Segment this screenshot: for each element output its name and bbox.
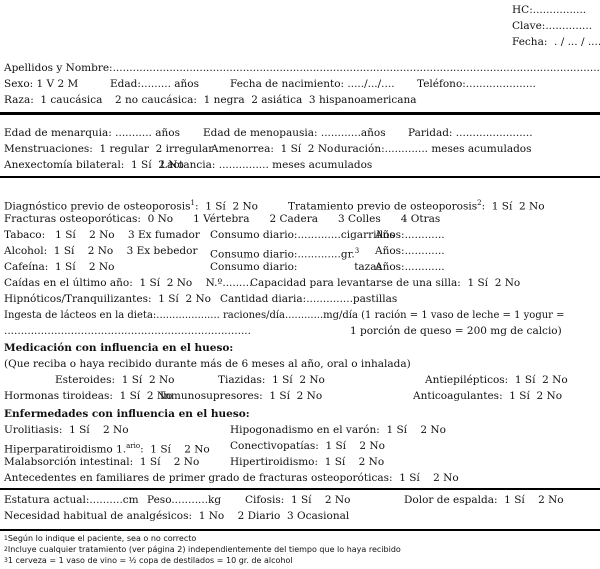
tabaco-anos-field[interactable]: Años:............	[375, 229, 445, 241]
hipertiroidismo-field[interactable]: Hipertiroidismo: 1 Sí 2 No	[230, 456, 385, 468]
nombre-field[interactable]: Apellidos y Nombre:.....................…	[4, 62, 600, 74]
tratamiento-label: Tratamiento previo de osteoporosis	[288, 200, 478, 213]
lactancia-field[interactable]: Lactancia: ............... meses acumula…	[160, 159, 373, 171]
amenorrea-field[interactable]: Amenorrea: 1 Sí 2 No	[211, 143, 334, 155]
paridad-field[interactable]: Paridad: .......................	[408, 127, 533, 139]
diagnostico-label: Diagnóstico previo de osteoporosis	[4, 200, 191, 213]
footnote-2: 2Incluye cualquier tratamiento (ver pági…	[4, 544, 401, 555]
tratamiento-field[interactable]: Tratamiento previo de osteoporosis2: 1 S…	[288, 197, 545, 214]
tratamiento-options[interactable]: : 1 Sí 2 No	[481, 200, 545, 213]
conectivopatias-field[interactable]: Conectivopatías: 1 Sí 2 No	[230, 440, 385, 452]
footnote-num: 2	[4, 546, 8, 553]
fracturas-field[interactable]: Fracturas osteoporóticas: 0 No 1 Vértebr…	[4, 213, 441, 225]
capacidad-field[interactable]: Capacidad para levantarse de una silla: …	[250, 277, 521, 289]
cifosis-field[interactable]: Cifosis: 1 Sí 2 No	[245, 494, 351, 506]
hormonas-field[interactable]: Hormonas tiroideas: 1 Sí 2 No	[4, 390, 173, 402]
urolitiasis-field[interactable]: Urolitiasis: 1 Sí 2 No	[4, 424, 129, 436]
ingesta-note: 1 porción de queso = 200 mg de calcio)	[350, 325, 562, 337]
caidas-field[interactable]: Caídas en el último año: 1 Sí 2 No N.º..…	[4, 277, 253, 289]
ingesta-dots[interactable]: ........................................…	[4, 325, 251, 337]
tabaco-field[interactable]: Tabaco: 1 Sí 2 No 3 Ex fumador	[4, 229, 200, 241]
raza-options[interactable]: 2 no caucásica: 1 negra 2 asiática 3 his…	[115, 94, 417, 106]
estatura-field[interactable]: Estatura actual:..........cm	[4, 494, 139, 506]
anexectomia-field[interactable]: Anexectomía bilateral: 1 Sí 2 No	[4, 159, 184, 171]
footnote-text: Incluye cualquier tratamiento (ver págin…	[7, 545, 401, 554]
peso-field[interactable]: Peso...........kg	[147, 494, 222, 506]
clave-field[interactable]: Clave:..............	[512, 20, 593, 32]
tabaco-consumo-field[interactable]: Consumo diario:.............cigarrillos	[210, 229, 395, 241]
hiperpara-sup: ario	[126, 442, 141, 450]
antiepilepticos-field[interactable]: Antiepilépticos: 1 Sí 2 No	[425, 374, 568, 386]
medicacion-subtitle: (Que reciba o haya recibido durante más …	[4, 358, 411, 370]
footnote-ref: 2	[477, 199, 482, 207]
footnote-ref: 3	[354, 247, 360, 255]
cafeina-consumo-field[interactable]: Consumo diario: tazas	[210, 261, 382, 273]
alcohol-field[interactable]: Alcohol: 1 Sí 2 No 3 Ex bebedor	[4, 245, 198, 257]
hiperpara-options[interactable]: : 1 Sí 2 No	[140, 443, 210, 456]
anticoagulantes-field[interactable]: Anticoagulantes: 1 Sí 2 No	[413, 390, 563, 402]
menstruaciones-field[interactable]: Menstruaciones: 1 regular 2 irregular	[4, 143, 214, 155]
cafeina-field[interactable]: Cafeína: 1 Sí 2 No	[4, 261, 115, 273]
fecha-field[interactable]: Fecha: . / ... / ....	[512, 36, 600, 48]
hc-field[interactable]: HC:................	[512, 4, 587, 16]
divider	[0, 488, 600, 490]
tiazidas-field[interactable]: Tiazidas: 1 Sí 2 No	[218, 374, 325, 386]
diagnostico-options[interactable]: : 1 Sí 2 No	[194, 200, 258, 213]
dolor-espalda-field[interactable]: Dolor de espalda: 1 Sí 2 No	[404, 494, 564, 506]
hipnoticos-field[interactable]: Hipnóticos/Tranquilizantes: 1 Sí 2 No	[4, 293, 211, 305]
malabsorcion-field[interactable]: Malabsorción intestinal: 1 Sí 2 No	[4, 456, 200, 468]
footnote-num: 1	[4, 535, 8, 542]
cafeina-anos-field[interactable]: Años:............	[375, 261, 445, 273]
telefono-field[interactable]: Teléfono:.....................	[417, 78, 536, 90]
footnote-num: 3	[4, 557, 8, 564]
menopausia-field[interactable]: Edad de menopausia: ............años	[203, 127, 386, 139]
edad-field[interactable]: Edad:......... años	[110, 78, 200, 90]
ingesta-field[interactable]: Ingesta de lácteos en la dieta:.........…	[4, 310, 565, 321]
esteroides-field[interactable]: Esteroides: 1 Sí 2 No	[55, 374, 175, 386]
analgesicos-field[interactable]: Necesidad habitual de analgésicos: 1 No …	[4, 510, 350, 522]
footnote-text: 1 cerveza = 1 vaso de vino = ½ copa de d…	[7, 556, 293, 565]
medicacion-title: Medicación con influencia en el hueso:	[4, 342, 234, 354]
divider	[0, 176, 600, 178]
alcohol-consumo-label: Consumo diario:.............gr.	[210, 248, 355, 261]
alcohol-anos-field[interactable]: Años:............	[375, 245, 445, 257]
footnote-1: 1Según lo indique el paciente, sea o no …	[4, 533, 196, 544]
footnote-text: Según lo indique el paciente, sea o no c…	[7, 534, 197, 543]
footnote-3: 31 cerveza = 1 vaso de vino = ½ copa de …	[4, 555, 293, 566]
duracion-field[interactable]: duración:............. meses acumulados	[334, 143, 532, 155]
divider	[0, 112, 600, 115]
divider	[0, 529, 600, 531]
hiperparatiroidismo-field[interactable]: Hiperparatiroidismo 1.ario: 1 Sí 2 No	[4, 440, 210, 457]
hipogonadismo-field[interactable]: Hipogonadismo en el varón: 1 Sí 2 No	[230, 424, 446, 436]
fecha-nacimiento-field[interactable]: Fecha de nacimiento: ...../.../....	[230, 78, 395, 90]
antecedentes-field[interactable]: Antecedentes en familiares de primer gra…	[4, 472, 459, 484]
sexo-field[interactable]: Sexo: 1 V 2 M	[4, 78, 79, 90]
cantidad-field[interactable]: Cantidad diaria:..............pastillas	[220, 293, 398, 305]
enfermedades-title: Enfermedades con influencia en el hueso:	[4, 408, 250, 420]
inmunosupresores-field[interactable]: Inmunosupresores: 1 Sí 2 No	[160, 390, 323, 402]
alcohol-consumo-field[interactable]: Consumo diario:.............gr.3	[210, 245, 359, 262]
menarquia-field[interactable]: Edad de menarquia: ........... años	[4, 127, 180, 139]
hiperpara-label: Hiperparatiroidismo 1.	[4, 443, 127, 456]
diagnostico-field[interactable]: Diagnóstico previo de osteoporosis1: 1 S…	[4, 197, 258, 214]
raza-field[interactable]: Raza: 1 caucásica	[4, 94, 103, 106]
footnote-ref: 1	[190, 199, 195, 207]
